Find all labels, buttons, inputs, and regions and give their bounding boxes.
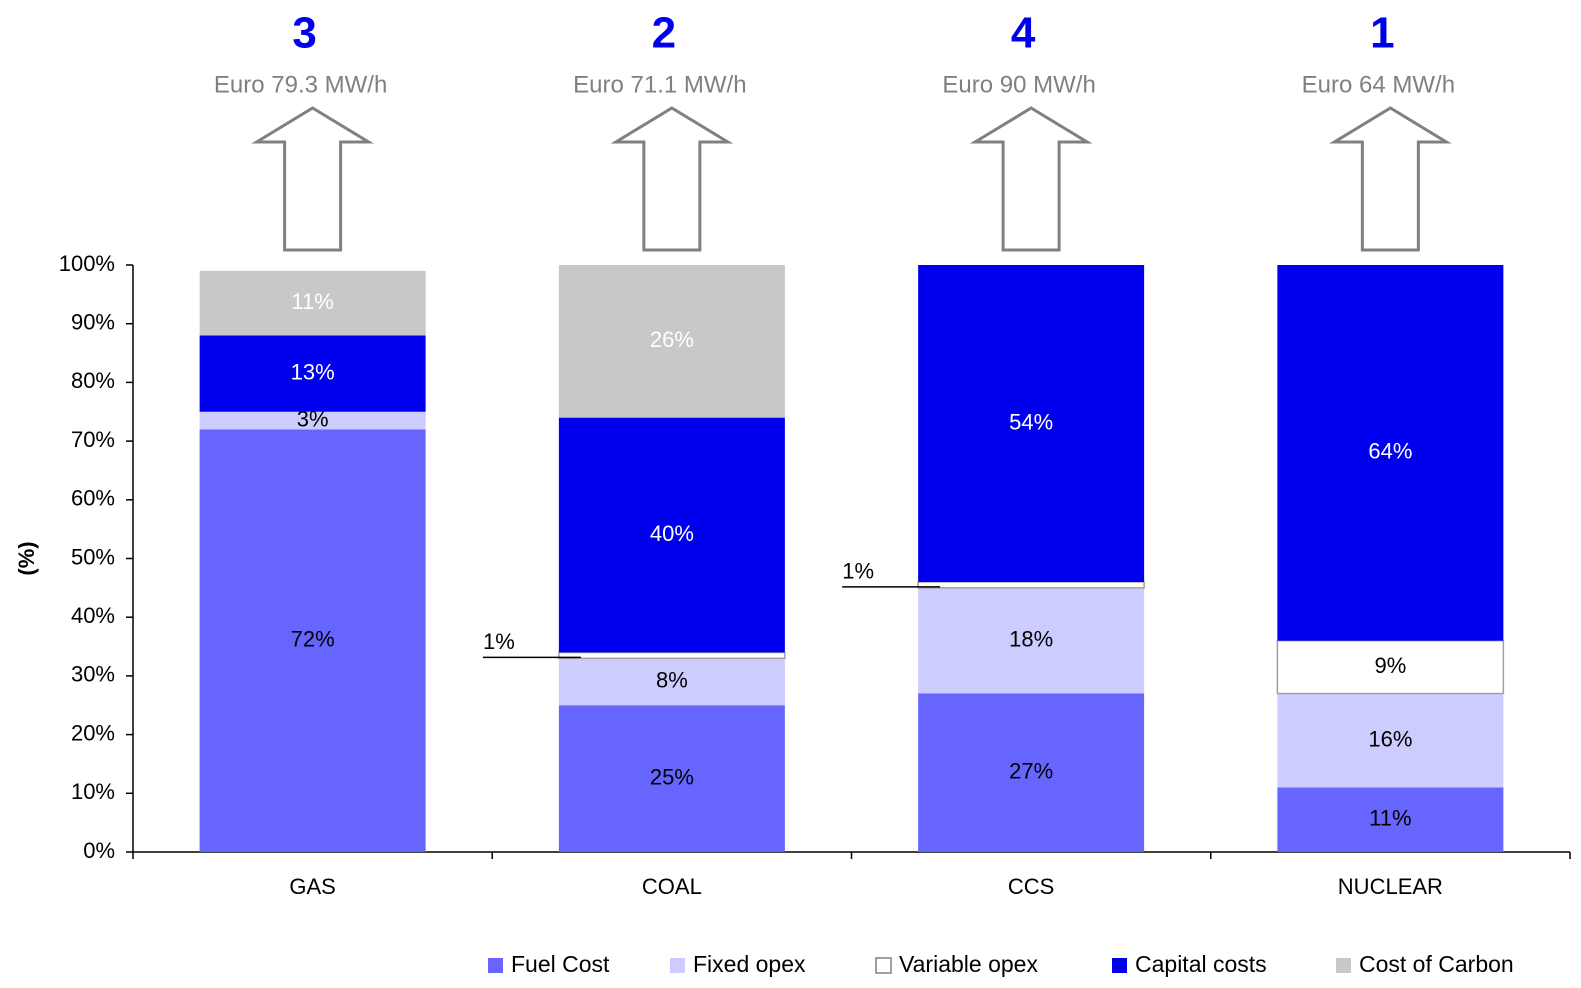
rank-label: 1 [1370, 9, 1394, 58]
annotations: 3 Euro 79.3 MW/h 2 Euro 71.1 MW/h 4 Euro 90 M… [214, 9, 1455, 252]
bar-segment [558, 265, 785, 418]
data-label: 18% [1009, 626, 1053, 651]
rank-label: 3 [292, 9, 316, 58]
bar-segment [917, 581, 1145, 589]
bar-segment [558, 417, 785, 653]
bar-segment [1277, 787, 1504, 852]
y-tick-label: 30% [71, 662, 115, 687]
data-label: 25% [650, 764, 694, 789]
data-label: 11% [1369, 806, 1411, 831]
legend-swatch [875, 957, 892, 974]
legend-item-label: Capital costs [1135, 951, 1267, 977]
data-label: 27% [1009, 759, 1053, 784]
bar-segment [199, 270, 426, 336]
bar-segment [1277, 265, 1504, 641]
data-label: 3% [297, 406, 329, 431]
y-tick-label: 40% [71, 603, 115, 628]
rank-label: 2 [652, 9, 676, 58]
bars [199, 265, 1505, 852]
up-arrow [1329, 106, 1452, 252]
data-label: 72% [291, 626, 335, 651]
y-axis-label: (%) [14, 541, 39, 575]
bar-segment [558, 651, 786, 660]
bar-segment [558, 705, 785, 852]
y-tick-label: 100% [59, 251, 115, 276]
bar-segment [918, 587, 1145, 694]
y-tick-label: 20% [71, 720, 115, 745]
data-label: 16% [1368, 726, 1412, 751]
bar-segment [558, 658, 785, 706]
x-tick-label: GAS [289, 874, 335, 899]
data-label: 26% [650, 327, 694, 352]
legend-swatch [488, 958, 503, 973]
bar-segment [1277, 693, 1504, 788]
legend-item-label: Cost of Carbon [1359, 951, 1514, 977]
data-label: 8% [656, 668, 688, 693]
data-label: 64% [1368, 439, 1412, 464]
data-label: 9% [1374, 653, 1406, 678]
data-label: 13% [291, 359, 335, 384]
data-label: 11% [291, 289, 333, 314]
cost-label: Euro 79.3 MW/h [214, 71, 387, 98]
bar-segment [918, 265, 1145, 582]
bar-segment [199, 429, 426, 852]
y-tick-label: 60% [71, 486, 115, 511]
rank-label: 4 [1011, 9, 1036, 58]
bar-segment [918, 693, 1145, 852]
x-tick-label: NUCLEAR [1338, 874, 1443, 899]
legend-item-label: Variable opex [899, 951, 1038, 977]
legend-swatch [1112, 958, 1127, 973]
up-arrow [610, 106, 734, 252]
cost-label: Euro 64 MW/h [1302, 71, 1455, 98]
y-tick-label: 0% [83, 838, 115, 863]
y-tick-label: 80% [71, 368, 115, 393]
data-label: 1% [483, 629, 515, 654]
x-tick-label: CCS [1008, 874, 1054, 899]
legend-swatch [670, 958, 685, 973]
y-tick-label: 90% [71, 310, 115, 335]
data-labels: 72% 3% 13% 11% 25% 8% 1% 40% 26% 27% 18% 1% 54% 11% 16… [291, 289, 1413, 831]
up-arrow [969, 106, 1093, 252]
up-arrow [251, 106, 374, 252]
bar-segment [199, 411, 426, 430]
data-label: 40% [650, 521, 694, 546]
data-label: 54% [1009, 409, 1053, 434]
x-tick-label: COAL [642, 874, 702, 899]
legend: Fuel Cost Fixed opex Variable opex Capital … [488, 951, 1514, 977]
y-tick-label: 70% [71, 427, 115, 452]
y-tick-label: 10% [71, 779, 115, 804]
legend-swatch [1336, 958, 1351, 973]
data-label: 1% [842, 559, 874, 584]
bar-segment [199, 335, 426, 412]
cost-label: Euro 71.1 MW/h [573, 71, 746, 98]
legend-item-label: Fixed opex [693, 951, 806, 977]
y-tick-label: 50% [71, 544, 115, 569]
cost-label: Euro 90 MW/h [942, 71, 1095, 98]
legend-item-label: Fuel Cost [511, 951, 610, 977]
